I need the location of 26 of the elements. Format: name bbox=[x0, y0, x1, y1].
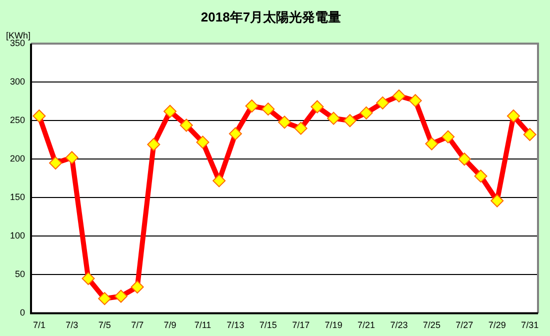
x-tick-label: 7/25 bbox=[422, 320, 440, 330]
x-tick-label: 7/27 bbox=[456, 320, 474, 330]
x-tick-label: 7/23 bbox=[390, 320, 408, 330]
x-tick-label: 7/13 bbox=[226, 320, 244, 330]
y-tick-label: 50 bbox=[15, 269, 26, 280]
y-tick-label: 300 bbox=[10, 76, 26, 87]
x-tick-label: 7/11 bbox=[194, 320, 212, 330]
chart-title: 2018年7月太陽光発電量 bbox=[200, 9, 342, 24]
y-tick-label: 150 bbox=[10, 192, 26, 202]
x-tick-label: 7/7 bbox=[131, 320, 144, 330]
x-tick-label: 7/3 bbox=[66, 320, 78, 330]
x-tick-label: 7/5 bbox=[98, 320, 111, 330]
y-tick-label: 0 bbox=[20, 308, 26, 318]
x-tick-label: 7/29 bbox=[488, 320, 506, 330]
y-tick-label: 200 bbox=[10, 154, 26, 164]
y-tick-label: 250 bbox=[10, 115, 26, 126]
x-tick-label: 7/17 bbox=[292, 320, 310, 330]
x-tick-label: 7/9 bbox=[164, 320, 176, 330]
y-axis-title: [KWh] bbox=[6, 30, 31, 41]
y-tick-label: 100 bbox=[10, 230, 26, 241]
x-tick-label: 7/1 bbox=[32, 320, 46, 330]
x-tick-label: 7/21 bbox=[358, 320, 376, 330]
x-tick-label: 7/15 bbox=[259, 320, 277, 330]
x-tick-label: 7/19 bbox=[324, 320, 342, 330]
y-tick-label: 350 bbox=[10, 38, 26, 48]
x-tick-label: 7/31 bbox=[521, 320, 539, 330]
